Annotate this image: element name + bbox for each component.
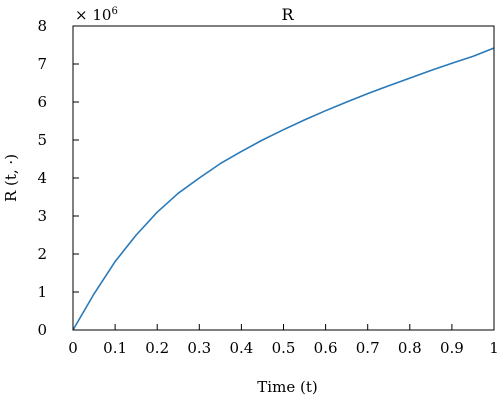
y-tick-label: 6 bbox=[37, 93, 47, 111]
x-tick-label: 0.6 bbox=[314, 339, 338, 357]
y-axis-label: R (t, ·) bbox=[2, 154, 20, 202]
x-tick-label: 0 bbox=[68, 339, 78, 357]
x-axis-label: Time (t) bbox=[257, 378, 317, 396]
y-tick-label: 4 bbox=[37, 169, 47, 187]
x-tick-label: 0.8 bbox=[398, 339, 422, 357]
y-axis-multiplier-exponent: 6 bbox=[111, 6, 117, 17]
y-axis-multiplier-base: × 10 bbox=[75, 6, 111, 24]
series-line bbox=[72, 47, 495, 331]
chart-title: R bbox=[281, 5, 294, 24]
y-tick-label: 7 bbox=[37, 55, 47, 73]
series-layer bbox=[72, 47, 495, 331]
x-tick-label: 0.9 bbox=[440, 339, 464, 357]
y-tick-label: 3 bbox=[37, 207, 47, 225]
x-tick-label: 0.1 bbox=[103, 339, 127, 357]
y-tick-label: 8 bbox=[37, 17, 47, 35]
x-tick-label: 0.5 bbox=[272, 339, 296, 357]
y-tick-label: 0 bbox=[37, 321, 47, 339]
x-tick-label: 1 bbox=[489, 339, 499, 357]
x-tick-label: 0.7 bbox=[356, 339, 380, 357]
x-tick-label: 0.4 bbox=[229, 339, 253, 357]
y-axis-multiplier: × 106 bbox=[75, 6, 118, 24]
x-tick-label: 0.3 bbox=[187, 339, 211, 357]
y-tick-label: 2 bbox=[37, 245, 47, 263]
y-tick-label: 1 bbox=[37, 283, 47, 301]
y-tick-label: 5 bbox=[37, 131, 47, 149]
x-tick-label: 0.2 bbox=[145, 339, 169, 357]
x-ticks: 0 0.1 0.2 0.3 0.4 0.5 0.6 0.7 0.8 0.9 1 bbox=[68, 324, 499, 357]
y-ticks: 0 1 2 3 4 5 6 7 8 bbox=[37, 17, 79, 339]
